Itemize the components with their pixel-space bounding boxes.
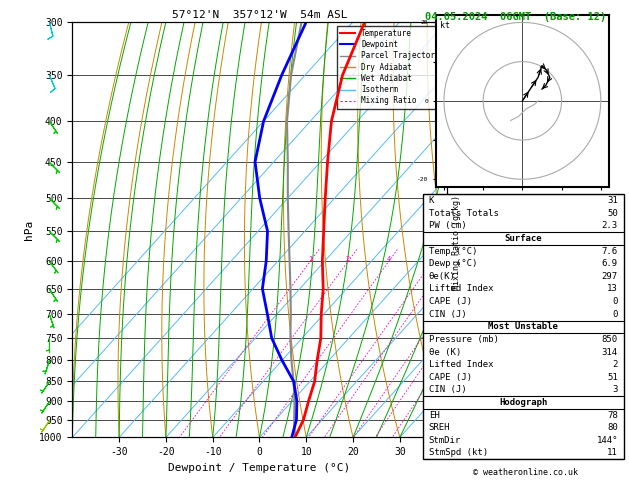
Text: 144°: 144° [596,436,618,445]
Text: θe(K): θe(K) [429,272,455,281]
Text: CIN (J): CIN (J) [429,385,466,395]
Y-axis label: hPa: hPa [23,220,33,240]
Text: Lifted Index: Lifted Index [429,360,493,369]
Text: 31: 31 [607,196,618,205]
Text: 78: 78 [607,411,618,419]
Text: © weatheronline.co.uk: © weatheronline.co.uk [473,468,577,477]
Text: 850: 850 [602,335,618,344]
Text: Hodograph: Hodograph [499,398,547,407]
Text: StmSpd (kt): StmSpd (kt) [429,449,488,457]
X-axis label: Dewpoint / Temperature (°C): Dewpoint / Temperature (°C) [169,463,350,473]
Text: Temp (°C): Temp (°C) [429,247,477,256]
Text: 2: 2 [613,360,618,369]
Text: 80: 80 [607,423,618,432]
FancyBboxPatch shape [423,194,624,459]
Text: K: K [429,196,434,205]
Text: 8: 8 [430,256,434,262]
Text: 1: 1 [308,256,312,262]
Text: 0: 0 [613,310,618,319]
Text: 11: 11 [607,449,618,457]
Text: 2.3: 2.3 [602,222,618,230]
Text: 297: 297 [602,272,618,281]
Text: 04.05.2024  06GMT  (Base: 12): 04.05.2024 06GMT (Base: 12) [425,12,606,22]
Text: 2: 2 [345,256,350,262]
Text: Totals Totals: Totals Totals [429,209,499,218]
Text: PW (cm): PW (cm) [429,222,466,230]
Text: 314: 314 [602,347,618,357]
Text: Dewp (°C): Dewp (°C) [429,259,477,268]
Text: Most Unstable: Most Unstable [488,322,559,331]
Legend: Temperature, Dewpoint, Parcel Trajectory, Dry Adiabat, Wet Adiabat, Isotherm, Mi: Temperature, Dewpoint, Parcel Trajectory… [337,26,443,108]
Text: 4: 4 [386,256,391,262]
Text: kt: kt [440,21,450,31]
Text: CAPE (J): CAPE (J) [429,373,472,382]
Text: 3: 3 [613,385,618,395]
Text: Surface: Surface [504,234,542,243]
Text: 50: 50 [607,209,618,218]
Text: 6.9: 6.9 [602,259,618,268]
Text: 7.6: 7.6 [602,247,618,256]
Text: EH: EH [429,411,440,419]
Title: 57°12'N  357°12'W  54m ASL: 57°12'N 357°12'W 54m ASL [172,10,347,20]
Text: 51: 51 [607,373,618,382]
Text: StmDir: StmDir [429,436,461,445]
Text: CAPE (J): CAPE (J) [429,297,472,306]
Text: SREH: SREH [429,423,450,432]
Text: Lifted Index: Lifted Index [429,284,493,294]
Text: Pressure (mb): Pressure (mb) [429,335,499,344]
Text: CIN (J): CIN (J) [429,310,466,319]
Text: 0: 0 [613,297,618,306]
Text: 13: 13 [607,284,618,294]
Text: Mixing Ratio (g/kg): Mixing Ratio (g/kg) [452,195,460,291]
Y-axis label: km
ASL: km ASL [465,221,487,239]
Text: LCL: LCL [454,428,469,437]
Text: θe (K): θe (K) [429,347,461,357]
